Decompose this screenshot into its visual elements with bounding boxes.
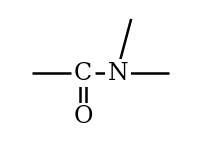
Text: O: O — [73, 105, 92, 128]
Text: N: N — [107, 61, 128, 85]
Text: C: C — [74, 61, 92, 85]
